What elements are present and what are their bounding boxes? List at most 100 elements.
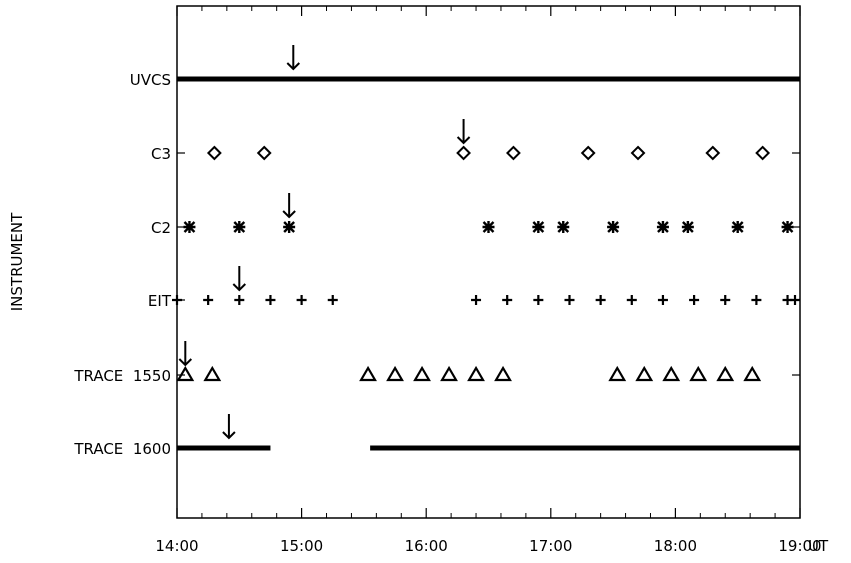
asterisk-marker [482, 221, 495, 233]
arrow-head [456, 136, 471, 145]
data-point [176, 365, 195, 382]
data-point [467, 365, 485, 382]
asterisk-marker [532, 221, 545, 233]
diamond-marker [755, 145, 771, 161]
x-tick-label: 14:00 [155, 537, 198, 555]
plus-marker [471, 295, 482, 305]
arrow-icon [286, 45, 301, 71]
x-tick-label: 16:00 [405, 537, 448, 555]
plus-marker [657, 295, 668, 305]
asterisk-marker [283, 221, 296, 233]
data-point [183, 221, 196, 233]
data-point [206, 145, 222, 161]
data-point [482, 221, 495, 233]
plus-marker [203, 295, 214, 305]
data-point [506, 145, 521, 161]
arrow-icon [222, 414, 236, 440]
data-point [494, 365, 512, 382]
asterisk-marker [656, 221, 669, 233]
data-point [607, 221, 620, 233]
y-axis-label: INSTRUMENT [8, 212, 26, 311]
plus-marker [533, 295, 544, 305]
data-point [557, 221, 570, 233]
data-point [386, 365, 404, 382]
data-point [681, 221, 694, 233]
data-point [440, 365, 458, 382]
triangle-marker [440, 365, 458, 382]
data-point [413, 365, 431, 382]
asterisk-marker [731, 221, 744, 233]
asterisk-marker [233, 221, 246, 233]
series-row [183, 193, 794, 233]
diamond-marker [206, 145, 222, 161]
y-tick-label: TRACE 1600 [73, 440, 171, 458]
diamond-marker [630, 145, 646, 161]
data-point [456, 145, 471, 161]
triangle-marker [743, 365, 762, 382]
plus-marker [327, 295, 338, 305]
plus-marker [626, 295, 637, 305]
plus-marker [689, 295, 700, 305]
diamond-marker [256, 145, 272, 161]
triangle-marker [359, 365, 377, 382]
y-tick-label: TRACE 1550 [73, 367, 171, 385]
data-point [502, 295, 513, 305]
data-point [471, 295, 482, 305]
plus-marker [296, 295, 307, 305]
data-point [234, 295, 245, 305]
triangle-marker [689, 365, 708, 382]
diamond-marker [705, 145, 721, 161]
data-point [657, 295, 668, 305]
x-unit-label: UT [808, 537, 829, 555]
data-point [755, 145, 771, 161]
arrow-icon [178, 341, 193, 367]
data-point [731, 221, 744, 233]
x-tick-label: 15:00 [280, 537, 323, 555]
data-point [781, 221, 794, 233]
data-point [656, 221, 669, 233]
arrow-icon [456, 119, 471, 145]
asterisk-marker [183, 221, 196, 233]
data-point [689, 365, 708, 382]
x-tick-label: 18:00 [654, 537, 697, 555]
plus-marker [720, 295, 731, 305]
data-point [265, 295, 276, 305]
data-point [203, 295, 214, 305]
asterisk-marker [557, 221, 570, 233]
triangle-marker [413, 365, 431, 382]
triangle-marker [494, 365, 512, 382]
data-point [533, 295, 544, 305]
data-point [608, 365, 627, 382]
series-row [177, 45, 800, 82]
triangle-marker [635, 365, 654, 382]
asterisk-marker [607, 221, 620, 233]
data-point [564, 295, 575, 305]
data-point [662, 365, 681, 382]
y-tick-label: UVCS [130, 71, 171, 89]
arrow-head [232, 283, 247, 292]
series-row [172, 266, 800, 305]
plus-marker [595, 295, 606, 305]
data-point [705, 145, 721, 161]
triangle-marker [662, 365, 681, 382]
data-point [635, 365, 654, 382]
data-point [359, 365, 377, 382]
diamond-marker [506, 145, 521, 161]
plus-marker [234, 295, 245, 305]
y-tick-label: C3 [151, 145, 171, 163]
data-point [256, 145, 272, 161]
series-row [206, 119, 771, 161]
arrow-head [222, 431, 236, 440]
plus-marker [751, 295, 762, 305]
data-point [532, 221, 545, 233]
diamond-marker [580, 145, 596, 161]
plus-marker [502, 295, 513, 305]
data-point [626, 295, 637, 305]
series-row [177, 414, 800, 451]
triangle-marker [203, 365, 222, 382]
x-tick-label: 19:00 [778, 537, 821, 555]
data-point [233, 221, 246, 233]
data-point [751, 295, 762, 305]
data-point [203, 365, 222, 382]
